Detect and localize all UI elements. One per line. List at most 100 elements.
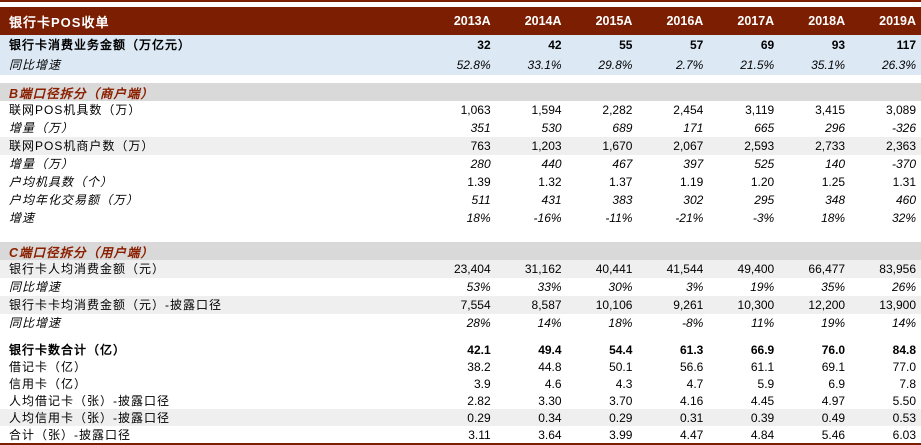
row-label: 户均机具数（个） — [9, 175, 114, 189]
table-row: 借记卡（亿） 38.2 44.8 50.1 56.6 61.1 69.1 77.0 — [0, 358, 921, 375]
row-label: 联网POS机具数（万） — [9, 103, 142, 117]
table-row: 户均机具数（个） 1.39 1.32 1.37 1.19 1.20 1.25 1.31 — [0, 173, 921, 191]
cell-value: -370 — [891, 157, 916, 171]
cell-value: 295 — [754, 193, 775, 207]
table-row: 同比增速 28% 14% 18% -8% 11% 19% 14% — [0, 314, 921, 332]
cell-value: 41,544 — [666, 262, 704, 276]
cell-value: 3.70 — [609, 393, 633, 408]
row-label: 同比增速 — [9, 280, 62, 294]
cell-value: 2,733 — [815, 139, 846, 153]
cell-value: 30% — [608, 280, 633, 294]
table-header-row: 银行卡POS收单 2013A 2014A 2015A 2016A 2017A 2018A 2… — [0, 7, 921, 35]
cell-value: 49,400 — [737, 262, 775, 276]
cell-value: 0.34 — [538, 410, 562, 425]
year-column-header: 2014A — [524, 14, 562, 28]
row-label: 银行卡人均消费金额（元） — [9, 262, 166, 276]
cell-value: 3,415 — [815, 103, 846, 117]
cell-value: 2.7% — [675, 58, 704, 72]
cell-value: 57 — [689, 38, 704, 52]
cell-value: 19% — [821, 316, 846, 330]
cell-value: 50.1 — [609, 359, 633, 374]
cell-value: 2,067 — [673, 139, 704, 153]
cell-value: -326 — [891, 121, 916, 135]
cell-value: 21.5% — [740, 58, 775, 72]
cell-value: 5.9 — [757, 376, 775, 391]
cell-value: 31,162 — [524, 262, 562, 276]
cell-value: 38.2 — [467, 359, 491, 374]
cell-value: 3.64 — [538, 427, 562, 442]
cell-value: 33% — [537, 280, 562, 294]
cell-value: 18% — [821, 211, 846, 225]
cell-value: 69 — [760, 38, 775, 52]
cell-value: 53% — [466, 280, 491, 294]
cell-value: -21% — [675, 211, 704, 225]
cell-value: 2,363 — [885, 139, 916, 153]
row-label: 银行卡数合计（亿） — [9, 342, 127, 357]
year-column-header: 2017A — [737, 14, 775, 28]
section-header-row: C端口径拆分（用户端） — [0, 242, 921, 260]
cell-value: 171 — [683, 121, 704, 135]
cell-value: 2,454 — [673, 103, 704, 117]
cell-value: 69.1 — [821, 359, 846, 374]
cell-value: 4.47 — [679, 427, 704, 442]
table-row: 人均信用卡（张）-披露口径 0.29 0.34 0.29 0.31 0.39 0.49 0.5… — [0, 409, 921, 426]
cell-value: 66,477 — [808, 262, 846, 276]
year-column-header: 2013A — [453, 14, 491, 28]
cell-value: 10,300 — [737, 298, 775, 312]
year-column-header: 2019A — [879, 14, 916, 28]
cell-value: 4.16 — [679, 393, 704, 408]
cell-value: 1,670 — [602, 139, 633, 153]
row-label: 合计（张）-披露口径 — [9, 427, 131, 442]
cell-value: 14% — [537, 316, 562, 330]
row-label: 户均年化交易额（万） — [9, 193, 140, 207]
cell-value: 77.0 — [892, 359, 916, 374]
table-row: 银行卡消费业务金额（万亿元） 32 42 55 57 69 93 117 — [0, 35, 921, 55]
row-label: 银行卡消费业务金额（万亿元） — [9, 38, 192, 52]
table-row: 同比增速 52.8% 33.1% 29.8% 2.7% 21.5% 35.1% 26.3% — [0, 55, 921, 75]
cell-value: 1.20 — [750, 175, 775, 189]
cell-value: 42 — [548, 38, 562, 52]
row-label: 同比增速 — [9, 316, 62, 330]
cell-value: 689 — [612, 121, 633, 135]
cell-value: 11% — [751, 316, 775, 330]
cell-value: 12,200 — [808, 298, 846, 312]
cell-value: 6.03 — [892, 427, 916, 442]
cell-value: 83,956 — [879, 262, 916, 276]
cell-value: 525 — [754, 157, 775, 171]
cell-value: 2,593 — [744, 139, 775, 153]
cell-value: 32% — [891, 211, 916, 225]
cell-value: -3% — [752, 211, 775, 225]
year-column-header: 2018A — [808, 14, 846, 28]
cell-value: 26.3% — [881, 58, 916, 72]
cell-value: 302 — [683, 193, 704, 207]
table-row: 增速 18% -16% -11% -21% -3% 18% 32% — [0, 209, 921, 227]
table-row: 信用卡（亿） 3.9 4.6 4.3 4.7 5.9 6.9 7.8 — [0, 375, 921, 392]
cell-value: 18% — [466, 211, 491, 225]
table-row: 合计（张）-披露口径 3.11 3.64 3.99 4.47 4.84 5.46 6.03 — [0, 426, 921, 443]
cell-value: 0.29 — [467, 410, 491, 425]
cell-value: 3,089 — [885, 103, 916, 117]
cell-value: 32 — [477, 38, 491, 52]
section-header-row: B端口径拆分（商户端） — [0, 83, 921, 101]
table-row: 联网POS机商户数（万） 763 1,203 1,670 2,067 2,593 2,733… — [0, 137, 921, 155]
cell-value: 84.8 — [892, 342, 916, 357]
cell-value: 61.1 — [750, 359, 775, 374]
table-row: 银行卡卡均消费金额（元）-披露口径 7,554 8,587 10,106 9,261 10… — [0, 296, 921, 314]
cell-value: 351 — [470, 121, 491, 135]
table-row: 增量（万） 280 440 467 397 525 140 -370 — [0, 155, 921, 173]
cell-value: -8% — [681, 316, 704, 330]
cell-value: 2.82 — [467, 393, 491, 408]
cell-value: 3.9 — [473, 376, 491, 391]
cell-value: 56.6 — [679, 359, 704, 374]
cell-value: 28% — [466, 316, 491, 330]
row-label: 联网POS机商户数（万） — [9, 139, 155, 153]
cell-value: 29.8% — [598, 58, 633, 72]
cell-value: 9,261 — [673, 298, 704, 312]
cell-value: 44.8 — [538, 359, 562, 374]
cell-value: 4.3 — [615, 376, 633, 391]
cell-value: 1.31 — [892, 175, 916, 189]
cell-value: 66.9 — [750, 342, 775, 357]
cell-value: 33.1% — [527, 58, 562, 72]
cell-value: 23,404 — [453, 262, 491, 276]
cell-value: 26% — [891, 280, 916, 294]
